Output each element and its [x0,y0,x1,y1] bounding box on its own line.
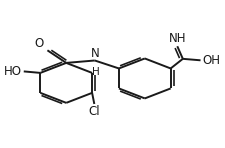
Text: HO: HO [4,65,22,78]
Text: NH: NH [169,32,186,45]
Text: N: N [90,47,99,60]
Text: H: H [92,67,100,77]
Text: O: O [35,37,44,50]
Text: OH: OH [202,54,220,67]
Text: Cl: Cl [88,105,100,118]
